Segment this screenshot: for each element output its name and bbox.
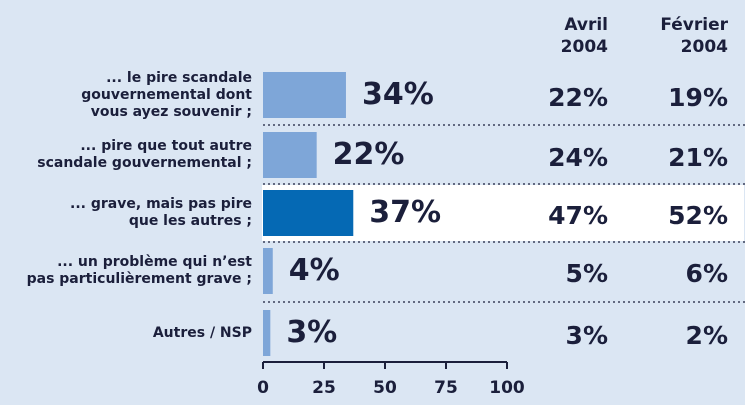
- value-label: 22%: [332, 137, 405, 172]
- bar: [263, 310, 271, 356]
- category-label: ... grave, mais pas pire que les autres …: [70, 196, 252, 229]
- x-tick-label: 100: [489, 378, 525, 398]
- value-label: 4%: [288, 253, 340, 288]
- x-tick-label: 75: [434, 378, 458, 398]
- column-header: Février 2004: [660, 15, 728, 57]
- bar: [263, 132, 317, 178]
- category-label: ... un problème qui n’est pas particuliè…: [26, 254, 252, 287]
- bar: [263, 72, 346, 118]
- bar: [263, 190, 354, 236]
- value-label: 3%: [286, 315, 338, 350]
- column-value: 2%: [685, 321, 728, 350]
- column-value: 47%: [548, 201, 608, 230]
- category-label: ... pire que tout autre scandale gouvern…: [37, 138, 252, 171]
- x-tick-label: 50: [373, 378, 397, 398]
- category-label: Autres / NSP: [152, 324, 252, 341]
- column-value: 21%: [668, 143, 728, 172]
- column-value: 22%: [548, 83, 608, 112]
- column-value: 24%: [548, 143, 608, 172]
- column-value: 5%: [565, 259, 608, 288]
- value-label: 37%: [369, 195, 442, 230]
- column-value: 52%: [668, 201, 728, 230]
- column-value: 3%: [565, 321, 608, 350]
- value-label: 34%: [361, 77, 434, 112]
- column-header: Avril 2004: [560, 15, 608, 57]
- column-value: 6%: [685, 259, 728, 288]
- column-value: 19%: [668, 83, 728, 112]
- x-tick-label: 25: [312, 378, 336, 398]
- x-tick-label: 0: [257, 378, 269, 398]
- bar: [263, 248, 273, 294]
- category-label: ... le pire scandale gouvernemental dont…: [81, 69, 252, 120]
